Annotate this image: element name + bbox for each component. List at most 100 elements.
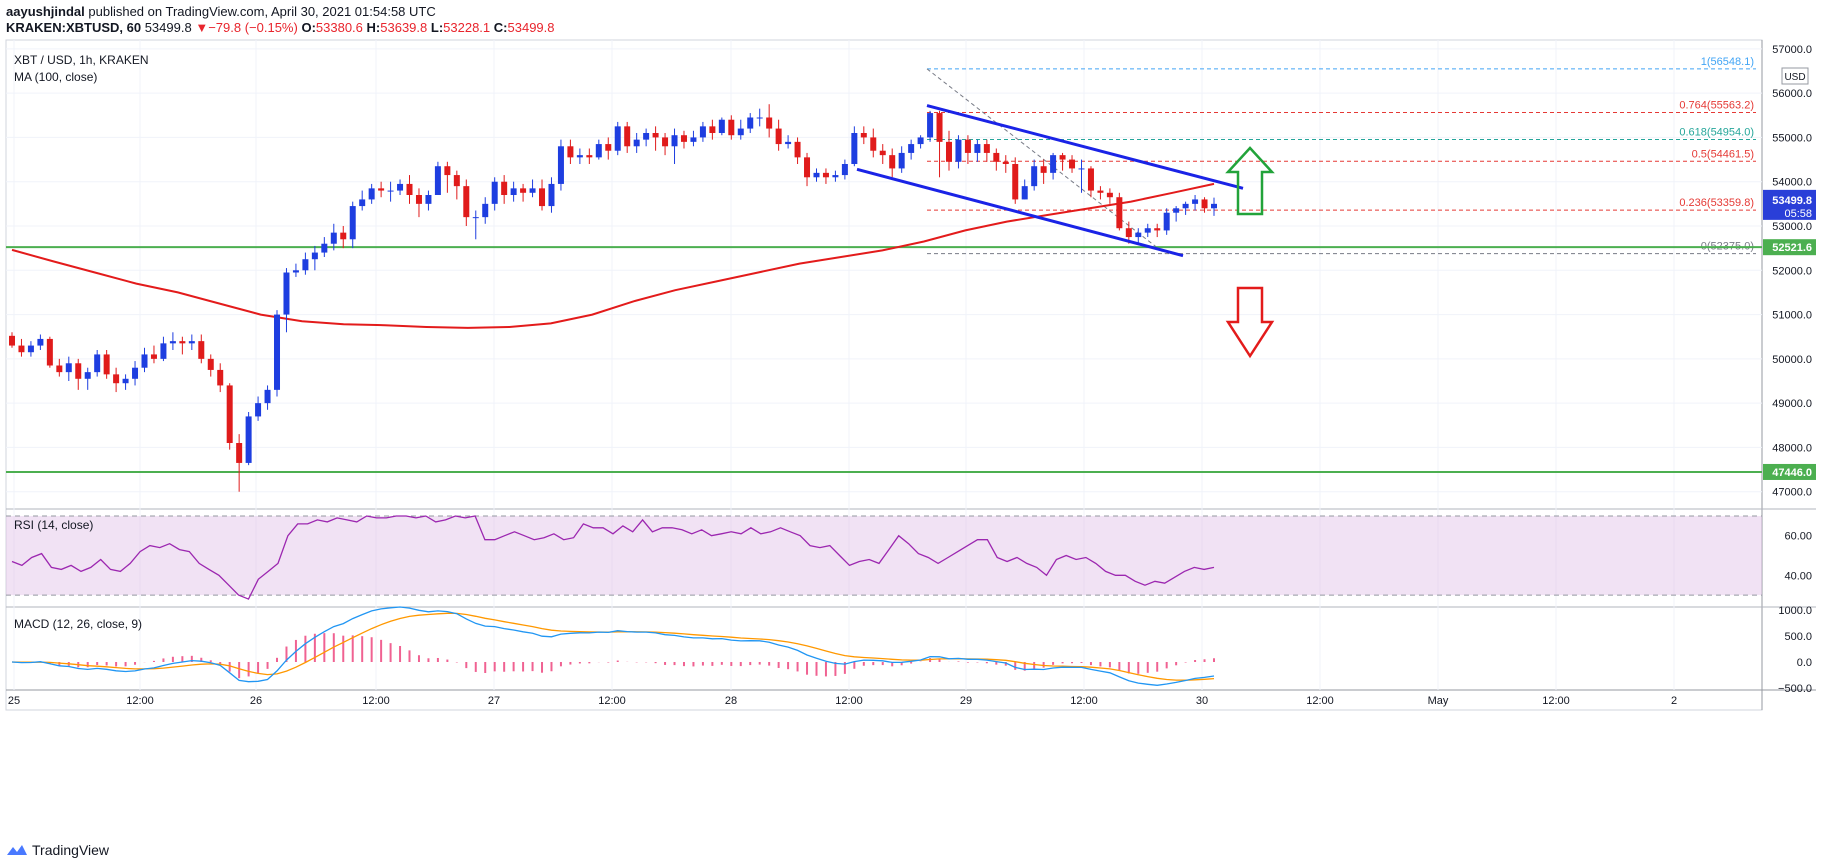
candle bbox=[160, 336, 167, 362]
candle-body bbox=[1087, 168, 1094, 191]
candle-body bbox=[974, 144, 981, 153]
candle bbox=[841, 159, 848, 180]
candle bbox=[311, 245, 318, 271]
level-tag bbox=[1763, 239, 1816, 256]
ma-label: MA (100, close) bbox=[14, 70, 97, 84]
candle bbox=[822, 168, 829, 184]
high-label: H: bbox=[366, 20, 381, 35]
candle bbox=[548, 177, 555, 213]
candle bbox=[785, 135, 792, 149]
candle-body bbox=[472, 217, 479, 219]
price-tag-label: 53499.8 bbox=[1772, 195, 1812, 207]
candle-body bbox=[255, 403, 262, 417]
candle bbox=[359, 190, 366, 211]
candle bbox=[84, 367, 91, 390]
candle bbox=[813, 168, 820, 182]
candle bbox=[662, 133, 669, 156]
candle-body bbox=[274, 314, 281, 390]
candle-body bbox=[1050, 155, 1057, 173]
candle bbox=[614, 121, 621, 156]
candle-body bbox=[643, 133, 650, 140]
candle-body bbox=[945, 141, 952, 162]
rsi-tick-label: 60.00 bbox=[1784, 531, 1812, 543]
candle-body bbox=[226, 385, 233, 443]
fib-level-label: 1(56548.1) bbox=[1701, 56, 1754, 68]
channel-upper-line bbox=[926, 104, 1244, 190]
candle-body bbox=[576, 155, 583, 158]
candle-body bbox=[56, 365, 63, 373]
candle-body bbox=[1012, 164, 1019, 200]
candle-body bbox=[387, 190, 394, 192]
candle-body bbox=[917, 137, 924, 145]
candle-body bbox=[728, 119, 735, 136]
candle bbox=[1135, 228, 1142, 244]
candle bbox=[255, 396, 262, 421]
candle bbox=[463, 179, 470, 226]
fib-level-label: 0.764(55563.2) bbox=[1679, 99, 1754, 111]
low-label: L: bbox=[430, 20, 444, 35]
candle-body bbox=[94, 354, 101, 373]
candle-body bbox=[652, 133, 659, 138]
candle-body bbox=[851, 133, 858, 164]
candle-body bbox=[65, 363, 72, 373]
price-tick-label: 53000.0 bbox=[1772, 221, 1812, 233]
candle-body bbox=[217, 369, 224, 386]
candle-body bbox=[841, 164, 848, 176]
candle-body bbox=[321, 243, 328, 253]
candle-body bbox=[425, 195, 432, 204]
candle bbox=[1106, 188, 1113, 204]
candle bbox=[539, 179, 546, 211]
price-tick-label: 50000.0 bbox=[1772, 354, 1812, 366]
candle bbox=[368, 183, 375, 204]
candle bbox=[207, 354, 214, 377]
brand-name: TradingView bbox=[32, 842, 110, 858]
candle-body bbox=[1154, 228, 1161, 231]
candle-body bbox=[1192, 199, 1199, 204]
candle-body bbox=[662, 137, 669, 147]
candle-body bbox=[491, 181, 498, 204]
candle-body bbox=[539, 188, 546, 207]
candle bbox=[1211, 197, 1217, 216]
candle-body bbox=[283, 272, 290, 315]
candle-body bbox=[349, 206, 356, 240]
price-tick-label: 56000.0 bbox=[1772, 88, 1812, 100]
macd-tick-label: −500.0 bbox=[1778, 683, 1812, 695]
close-label: C: bbox=[493, 20, 508, 35]
candle-body bbox=[1069, 159, 1076, 169]
candle bbox=[321, 237, 328, 257]
down-arrow-icon bbox=[1225, 286, 1275, 359]
candle bbox=[453, 170, 460, 200]
candle bbox=[283, 268, 290, 333]
candle-body bbox=[1182, 203, 1189, 209]
level-tag-label: 47446.0 bbox=[1772, 467, 1812, 479]
price-tick-label: 48000.0 bbox=[1772, 442, 1812, 454]
price-tag-box bbox=[1763, 189, 1816, 220]
candle bbox=[472, 210, 479, 240]
candle-body bbox=[264, 389, 271, 404]
candle-body bbox=[198, 341, 205, 359]
candle bbox=[302, 252, 309, 275]
candle bbox=[1097, 186, 1104, 200]
candle bbox=[169, 332, 176, 350]
candle bbox=[567, 139, 574, 164]
candle-body bbox=[993, 152, 1000, 162]
candle bbox=[955, 135, 962, 169]
candle bbox=[633, 133, 640, 153]
candle-body bbox=[1163, 212, 1170, 231]
open-value: 53380.6 bbox=[315, 20, 363, 35]
time-tick-label: 12:00 bbox=[362, 695, 390, 707]
candle bbox=[680, 130, 687, 149]
candle bbox=[46, 336, 53, 368]
ohlc-line: KRAKEN:XBTUSD, 60 53499.8 ▼−79.8 (−0.15%… bbox=[6, 20, 555, 35]
footer-brand[interactable]: TradingView bbox=[6, 842, 109, 858]
candle-body bbox=[330, 232, 337, 244]
candle-body bbox=[936, 113, 943, 142]
time-tick-label: 30 bbox=[1196, 695, 1208, 707]
candle-body bbox=[747, 117, 754, 129]
candle bbox=[226, 383, 233, 450]
candle-body bbox=[1135, 232, 1142, 238]
macd-tick-label: 1000.0 bbox=[1778, 605, 1812, 617]
candle bbox=[132, 361, 139, 386]
tradingview-logo-icon bbox=[7, 845, 27, 855]
